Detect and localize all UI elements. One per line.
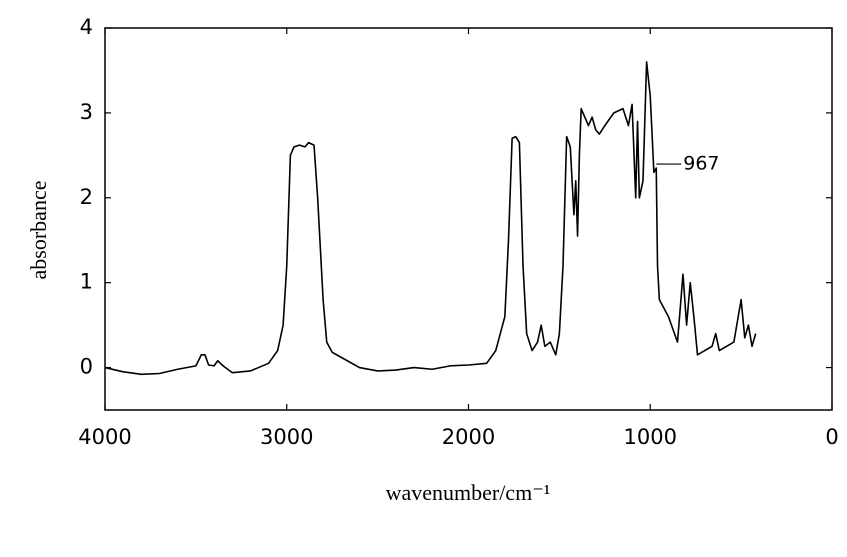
x-tick-label: 1000 — [624, 425, 677, 449]
y-axis-label: absorbance — [26, 181, 51, 280]
y-tick-label: 1 — [80, 270, 93, 294]
y-tick-label: 2 — [80, 185, 93, 209]
x-tick-label: 2000 — [442, 425, 495, 449]
plot-frame — [104, 27, 833, 411]
x-tick-label: 3000 — [260, 425, 313, 449]
spectrum-line — [104, 61, 757, 376]
y-tick-label: 4 — [80, 15, 93, 39]
y-tick-label: 0 — [80, 355, 93, 379]
x-tick-label: 0 — [825, 425, 838, 449]
annotation-label: 967 — [683, 153, 719, 175]
x-axis-label: wavenumber/cm⁻¹ — [386, 480, 551, 505]
y-tick-label: 3 — [80, 100, 93, 124]
x-tick-label: 4000 — [78, 425, 131, 449]
